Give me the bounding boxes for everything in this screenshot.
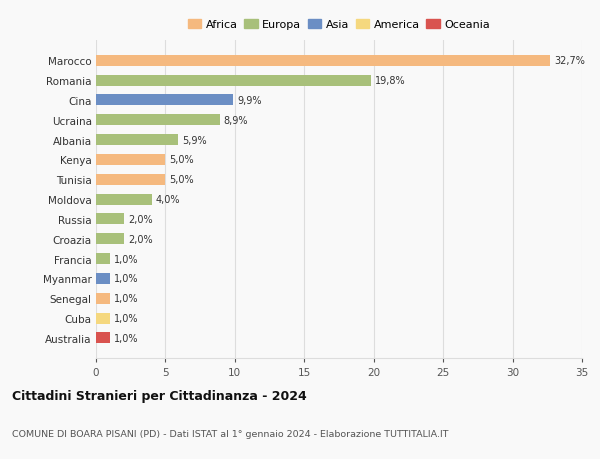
Text: 1,0%: 1,0% — [114, 274, 139, 284]
Text: 2,0%: 2,0% — [128, 214, 152, 224]
Bar — [96, 95, 233, 106]
Bar — [96, 274, 110, 284]
Bar — [96, 293, 110, 304]
Text: 5,0%: 5,0% — [170, 155, 194, 165]
Text: 4,0%: 4,0% — [156, 195, 180, 205]
Text: 1,0%: 1,0% — [114, 294, 139, 303]
Bar — [96, 253, 110, 264]
Text: COMUNE DI BOARA PISANI (PD) - Dati ISTAT al 1° gennaio 2024 - Elaborazione TUTTI: COMUNE DI BOARA PISANI (PD) - Dati ISTAT… — [12, 429, 449, 438]
Bar — [96, 214, 124, 225]
Text: 8,9%: 8,9% — [224, 116, 248, 125]
Text: 5,0%: 5,0% — [170, 175, 194, 185]
Text: Cittadini Stranieri per Cittadinanza - 2024: Cittadini Stranieri per Cittadinanza - 2… — [12, 389, 307, 403]
Bar — [96, 56, 550, 67]
Bar — [96, 174, 166, 185]
Text: 1,0%: 1,0% — [114, 254, 139, 264]
Bar — [96, 135, 178, 146]
Text: 9,9%: 9,9% — [238, 96, 262, 106]
Text: 5,9%: 5,9% — [182, 135, 207, 146]
Text: 2,0%: 2,0% — [128, 234, 152, 244]
Bar — [96, 155, 166, 166]
Bar — [96, 234, 124, 245]
Bar — [96, 194, 152, 205]
Text: 1,0%: 1,0% — [114, 333, 139, 343]
Bar — [96, 313, 110, 324]
Text: 1,0%: 1,0% — [114, 313, 139, 324]
Bar — [96, 115, 220, 126]
Text: 32,7%: 32,7% — [554, 56, 585, 66]
Text: 19,8%: 19,8% — [375, 76, 406, 86]
Bar — [96, 333, 110, 344]
Bar — [96, 75, 371, 86]
Legend: Africa, Europa, Asia, America, Oceania: Africa, Europa, Asia, America, Oceania — [184, 15, 494, 34]
